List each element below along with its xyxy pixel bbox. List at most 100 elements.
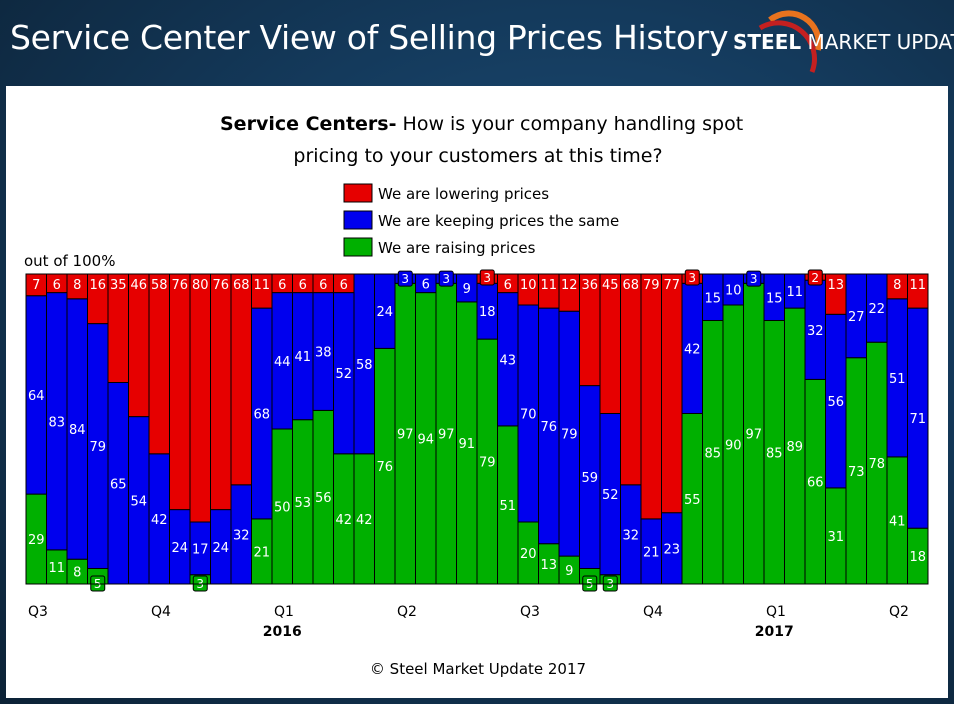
bar-lowering-30 [640, 273, 662, 520]
data-label-same-12: 44 [274, 355, 291, 370]
data-label-same-18: 3 [401, 272, 409, 286]
data-label-same-9: 24 [212, 541, 229, 556]
data-label-raising-12: 50 [274, 501, 291, 516]
data-label-same-24: 70 [520, 408, 537, 423]
data-label-same-21: 9 [463, 282, 471, 297]
data-label-same-4: 65 [110, 477, 127, 492]
data-label-same-35: 3 [750, 272, 758, 286]
data-label-box-lowering-32 [684, 269, 700, 286]
data-label-lowering-5: 46 [130, 278, 147, 293]
data-label-box-same-20 [438, 270, 454, 287]
data-label-same-7: 24 [171, 541, 188, 556]
chart-title-line1: Service Centers- How is your company han… [220, 113, 743, 135]
stacked-bar-chart: Service Centers- How is your company han… [24, 113, 929, 678]
data-label-same-33: 15 [704, 291, 721, 306]
x-tick-q4-5: Q4 [643, 604, 663, 620]
data-label-raising-23: 51 [499, 499, 516, 514]
bar-lowering-7 [169, 273, 191, 511]
data-label-box-lowering-38 [807, 269, 823, 286]
data-label-raising-21: 91 [458, 437, 475, 452]
data-label-raising-11: 21 [253, 545, 270, 560]
bar-lowering-29 [620, 273, 642, 486]
data-label-raising-22: 79 [479, 456, 496, 471]
data-label-same-38: 32 [807, 324, 824, 339]
data-label-same-34: 10 [725, 284, 742, 299]
bar-lowering-9 [210, 273, 232, 511]
data-label-raising-38: 66 [807, 476, 824, 491]
data-label-same-31: 23 [663, 542, 680, 557]
data-label-lowering-4: 35 [110, 278, 127, 293]
logo-word-market-update: MARKET UPDATE [807, 30, 954, 54]
data-labels-group: 2964711836884857916653554464258247631780… [28, 269, 926, 592]
data-label-raising-36: 85 [766, 446, 783, 461]
data-label-raising-16: 42 [356, 513, 373, 528]
data-label-same-37: 11 [786, 285, 803, 300]
data-label-lowering-7: 76 [171, 278, 188, 293]
data-label-same-6: 42 [151, 513, 168, 528]
data-label-same-13: 41 [294, 350, 311, 365]
data-label-lowering-23: 6 [504, 278, 512, 293]
data-label-lowering-10: 68 [233, 278, 250, 293]
page-title: Service Center View of Selling Prices Hi… [10, 18, 729, 57]
x-tick-q2-7: Q2 [889, 604, 909, 620]
y-axis-label: out of 100% [24, 252, 115, 270]
bar-lowering-5 [128, 273, 150, 418]
data-label-raising-35: 97 [745, 428, 762, 443]
data-label-same-19: 6 [422, 277, 430, 292]
data-label-same-39: 56 [827, 395, 844, 410]
data-label-lowering-22: 3 [483, 271, 491, 285]
steel-market-update-logo: STEEL MARKET UPDATE [730, 8, 954, 78]
chart-panel: Service Centers- How is your company han… [6, 86, 948, 698]
data-label-raising-2: 8 [73, 566, 81, 581]
data-label-same-22: 18 [479, 305, 496, 320]
data-label-lowering-32: 3 [688, 271, 696, 285]
legend-swatch-same [343, 210, 373, 230]
data-label-raising-0: 29 [28, 533, 45, 548]
data-label-raising-19: 94 [417, 432, 434, 447]
data-label-box-same-18 [397, 270, 413, 287]
data-label-lowering-30: 79 [643, 278, 660, 293]
x-axis: Q3 Q4 Q1 Q2 Q3 Q4 Q1 Q2 2016 2017 [26, 583, 928, 640]
copyright-footer: © Steel Market Update 2017 [370, 660, 586, 678]
data-label-same-43: 71 [909, 412, 926, 427]
data-label-raising-42: 41 [889, 514, 906, 529]
data-label-same-30: 21 [643, 545, 660, 560]
data-label-same-32: 42 [684, 342, 701, 357]
x-year-2017: 2017 [755, 624, 794, 640]
data-label-raising-15: 42 [335, 513, 352, 528]
data-label-same-15: 52 [335, 367, 352, 382]
data-label-same-14: 38 [315, 346, 332, 361]
data-label-same-11: 68 [253, 408, 270, 423]
data-label-same-3: 79 [89, 440, 106, 455]
data-label-same-1: 83 [48, 415, 65, 430]
data-label-raising-33: 85 [704, 446, 721, 461]
logo-text: STEEL MARKET UPDATE [733, 30, 954, 54]
data-label-lowering-24: 10 [520, 278, 537, 293]
data-label-lowering-6: 58 [151, 278, 168, 293]
data-label-lowering-43: 11 [909, 278, 926, 293]
bar-lowering-28 [599, 273, 621, 414]
data-label-raising-34: 90 [725, 439, 742, 454]
data-label-raising-20: 97 [438, 428, 455, 443]
legend-swatch-lowering [343, 183, 373, 203]
bar-lowering-8 [189, 273, 211, 523]
data-label-same-36: 15 [766, 291, 783, 306]
data-label-same-42: 51 [889, 372, 906, 387]
data-label-lowering-1: 6 [53, 278, 61, 293]
legend-label-same: We are keeping prices the same [378, 212, 619, 230]
data-label-lowering-8: 80 [192, 278, 209, 293]
data-label-raising-14: 56 [315, 491, 332, 506]
bars-group [25, 273, 929, 585]
data-label-same-2: 84 [69, 423, 86, 438]
data-label-raising-37: 89 [786, 440, 803, 455]
data-label-lowering-2: 8 [73, 278, 81, 293]
bar-lowering-10 [230, 273, 252, 486]
x-tick-q4-1: Q4 [151, 604, 171, 620]
legend-label-raising: We are raising prices [378, 239, 536, 257]
legend-swatch-raising [343, 237, 373, 257]
data-label-same-20: 3 [442, 272, 450, 286]
data-label-same-0: 64 [28, 389, 45, 404]
x-tick-q3-0: Q3 [28, 604, 48, 620]
data-label-lowering-25: 11 [540, 278, 557, 293]
data-label-lowering-39: 13 [827, 278, 844, 293]
